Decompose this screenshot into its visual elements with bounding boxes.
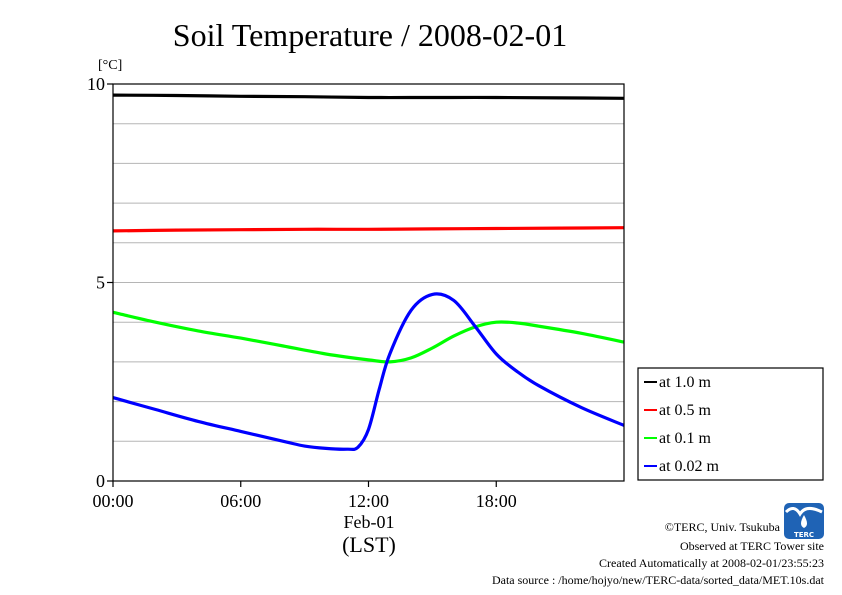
x-axis-date-label: Feb-01 [344,512,395,532]
y-tick-label: 0 [96,471,105,491]
series-lines [112,93,625,452]
logo-drop [801,515,807,528]
credit-created: Created Automatically at 2008-02-01/23:5… [599,556,824,570]
series-line [112,292,625,452]
terc-logo: TERC [784,503,824,539]
x-tick-label: 06:00 [220,491,261,511]
legend: at 1.0 m at 0.5 m at 0.1 m at 0.02 m [637,367,824,481]
series-line [112,310,625,364]
x-tick-label: 18:00 [476,491,517,511]
y-tick-label: 10 [87,74,105,94]
legend-label: at 1.0 m [659,374,712,391]
y-tick-label: 5 [96,273,105,293]
y-axis-unit: [°C] [98,58,122,73]
x-axis-ticks: 00:00 06:00 12:00 18:00 [92,481,517,511]
chart-title: Soil Temperature / 2008-02-01 [173,17,567,53]
credit-copyright: ©TERC, Univ. Tsukuba [665,520,781,534]
logo-text: TERC [794,531,814,539]
legend-label: at 0.1 m [659,430,712,447]
x-tick-label: 12:00 [348,491,389,511]
legend-box [637,367,824,481]
y-axis-ticks: 0 5 10 [87,74,113,491]
series-line [112,226,625,233]
legend-label: at 0.5 m [659,402,712,419]
credit-data-source: Data source : /home/hojyo/new/TERC-data/… [492,573,825,587]
legend-label: at 0.02 m [659,458,720,475]
series-line [112,93,625,100]
x-tick-label: 00:00 [92,491,133,511]
credit-observed: Observed at TERC Tower site [680,539,824,553]
logo-wave [784,507,823,517]
x-axis-label: (LST) [342,532,396,557]
grid-lines [113,123,624,442]
